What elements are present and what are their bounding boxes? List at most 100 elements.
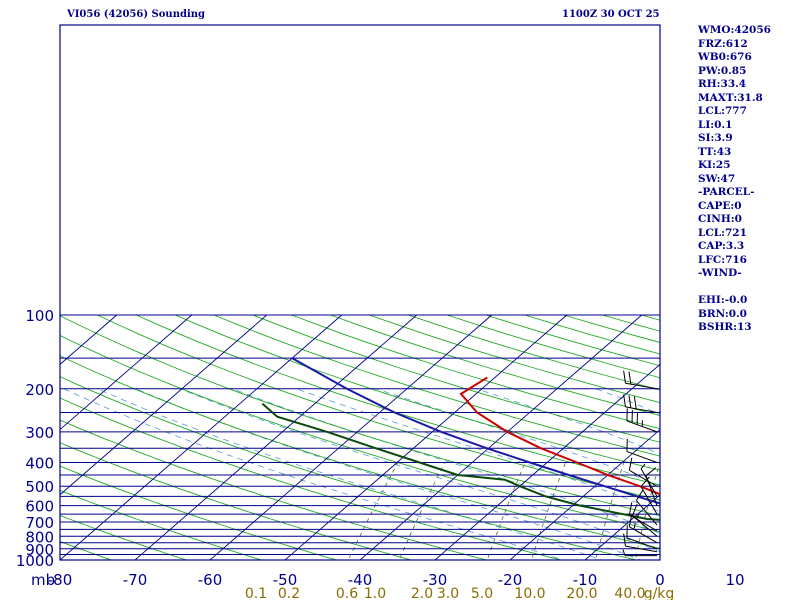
pressure-tick-label: 100 [25, 307, 54, 325]
isotherm-line [434, 363, 660, 560]
temperature-tick-label: 0 [655, 571, 665, 589]
mixing-ratio-label: 5.0 [471, 586, 493, 600]
wind-barb-flag [645, 467, 657, 476]
wind-barb-flag [628, 457, 633, 471]
isotherm-line [60, 314, 118, 365]
wind-barb [628, 502, 658, 532]
wind-barb [623, 370, 658, 390]
chart-time: 1100Z 30 OCT 25 [562, 9, 660, 20]
wind-barb-flag [623, 394, 626, 408]
dry-adiabat-line [60, 442, 414, 560]
wind-barb-half-flag [640, 463, 646, 470]
isotherm-line [60, 314, 343, 560]
wind-barb-flag [636, 489, 644, 501]
wind-barb [623, 533, 658, 553]
wind-barb-staff [626, 537, 658, 550]
dry-adiabat-line [641, 314, 660, 321]
wind-barb-flag [628, 395, 632, 408]
mixing-ratio-label: 10.0 [514, 586, 545, 600]
wind-barb [626, 525, 658, 550]
wind-barb-flag [640, 476, 650, 487]
wind-barb-half-flag [622, 549, 626, 556]
dry-adiabat-line [291, 314, 660, 430]
wind-barb-flag [628, 371, 632, 385]
index-item: LI:0.1 [698, 118, 733, 131]
moist-adiabat-line [179, 388, 660, 553]
mixing-ratio-label: 0.2 [278, 586, 300, 600]
index-item: FRZ:612 [698, 37, 748, 50]
dry-adiabat-line [97, 314, 660, 501]
wind-barb [628, 457, 658, 487]
mixing-ratio-label: 20.0 [566, 586, 597, 600]
mixing-ratio-line [764, 463, 776, 566]
isotherm-line [659, 559, 660, 560]
mixing-ratio-line [486, 462, 526, 560]
dry-adiabat-line [60, 376, 639, 560]
wind-barb [636, 489, 658, 526]
index-item: RH:33.4 [698, 78, 747, 90]
dry-adiabat-line [680, 315, 800, 565]
pressure-tick-label: 500 [25, 478, 54, 496]
index-item: LFC:716 [698, 253, 747, 266]
dry-adiabat-line [60, 397, 564, 560]
wind-barb-staff [636, 500, 658, 526]
temperature-tick-label: 10 [725, 571, 744, 589]
dry-adiabat-line [330, 314, 660, 416]
index-item: EHI:-0.0 [698, 294, 748, 306]
wind-barb [623, 394, 658, 413]
index-item: BRN:0.0 [698, 307, 747, 320]
wind-barb-flag [633, 396, 637, 409]
temperature-tick-label: -70 [123, 571, 148, 589]
dry-adiabat-line [797, 315, 800, 565]
dry-adiabat-line [252, 314, 660, 443]
wind-barb [622, 549, 657, 557]
index-item: PW:0.85 [698, 64, 747, 77]
pressure-tick-label: 900 [25, 541, 54, 559]
index-item: CINH:0 [698, 213, 742, 225]
pressure-tick-label: 200 [25, 381, 54, 399]
dry-adiabat-line [60, 540, 113, 560]
mixing-ratio-label: 2.0 [411, 586, 433, 600]
isotherm-line [729, 315, 800, 565]
temperature-tick-label: -60 [198, 571, 223, 589]
temperature-line [459, 376, 660, 496]
isotherm-line [209, 314, 493, 560]
wind-barb [626, 438, 658, 463]
dry-adiabat-line [213, 314, 660, 457]
index-item: -PARCEL- [698, 186, 755, 198]
dry-adiabat-line [60, 465, 338, 560]
dry-adiabat-line [60, 355, 660, 549]
wind-barb-staff [625, 545, 658, 553]
wind-barb-staff [629, 469, 658, 487]
mixing-ratio-line [687, 463, 707, 566]
index-item: KI:25 [698, 159, 731, 171]
moist-adiabat-line [375, 388, 660, 487]
moist-adiabat-line [63, 388, 565, 560]
moist-adiabat-line [476, 388, 660, 455]
dry-adiabat-line [60, 489, 263, 560]
wind-barb [640, 476, 658, 515]
isotherm-line [359, 314, 643, 560]
isotherm-line [284, 314, 568, 560]
index-item: TT:43 [698, 145, 732, 158]
mixing-ratio-label: 1.0 [364, 586, 386, 600]
isotherm-line [584, 494, 660, 560]
dewpoint-line [261, 402, 660, 521]
chart-title: VI056 (42056) Sounding [67, 9, 206, 20]
dry-adiabat-line [758, 315, 800, 565]
temperature-tick-label: -10 [573, 571, 598, 589]
isotherm-line [60, 314, 268, 496]
index-item: SW:47 [698, 172, 736, 185]
moist-adiabat-line [296, 388, 660, 513]
mixing-ratio-label: 0.6 [336, 586, 358, 600]
index-item: LCL:777 [698, 105, 747, 117]
pressure-tick-label: 600 [25, 498, 54, 516]
wind-barb [640, 463, 658, 497]
wind-barb-flag [623, 533, 626, 547]
wind-barb-flag [628, 502, 633, 515]
wind-barb [626, 408, 658, 433]
index-item: CAP:3.3 [698, 240, 745, 252]
moist-adiabat-line [135, 388, 642, 560]
temperature-tick-label: -30 [423, 571, 448, 589]
